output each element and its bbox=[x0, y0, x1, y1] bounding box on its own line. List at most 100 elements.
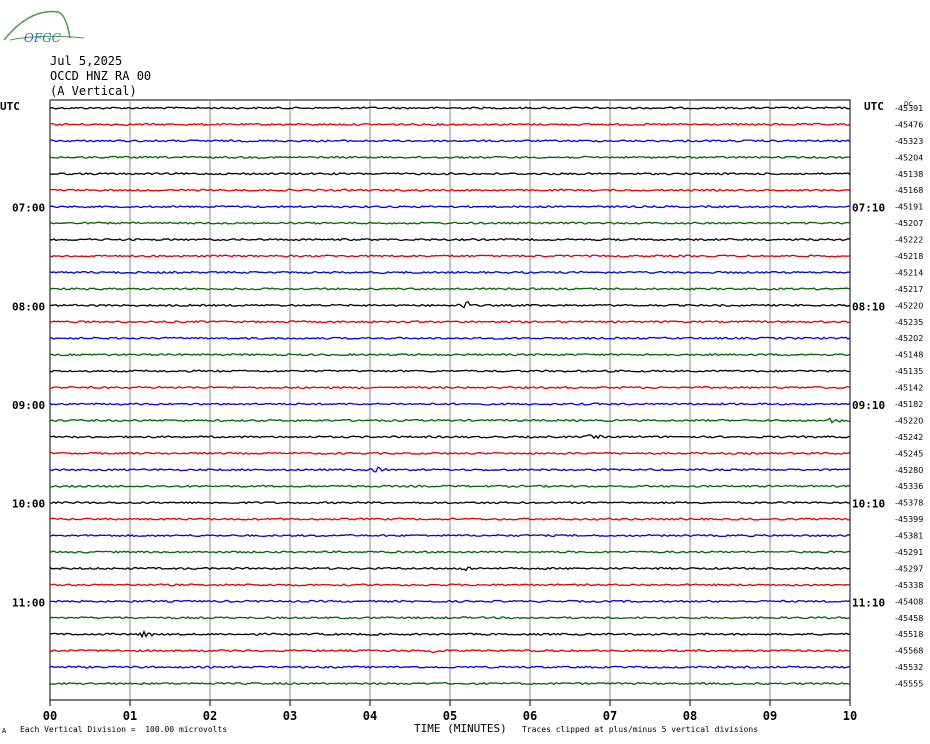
seismic-trace bbox=[49, 139, 851, 143]
trace-dc-offset: -45142 bbox=[895, 384, 923, 393]
seismic-trace bbox=[49, 466, 851, 473]
trace-dc-offset: -45381 bbox=[895, 532, 923, 541]
seismic-trace bbox=[49, 616, 851, 620]
x-tick-label: 03 bbox=[283, 709, 297, 723]
seismic-trace bbox=[49, 270, 851, 275]
trace-dc-offset: -45214 bbox=[895, 268, 923, 277]
x-tick-label: 04 bbox=[363, 709, 377, 723]
trace-dc-offset: -45242 bbox=[895, 433, 923, 442]
trace-dc-offset: -45297 bbox=[895, 564, 923, 573]
trace-time-right: 08:10 bbox=[852, 300, 885, 313]
trace-dc-offset: -45291 bbox=[895, 548, 923, 557]
seismic-trace bbox=[49, 385, 851, 390]
seismic-trace bbox=[49, 172, 851, 176]
seismic-trace bbox=[49, 300, 851, 309]
trace-time-right: 11:10 bbox=[852, 596, 885, 609]
seismic-trace bbox=[49, 336, 851, 340]
trace-dc-offset: -45391 bbox=[895, 104, 923, 113]
trace-dc-offset: -45182 bbox=[895, 400, 923, 409]
trace-dc-offset: -45338 bbox=[895, 581, 923, 590]
trace-dc-offset: -45476 bbox=[895, 120, 923, 129]
trace-dc-offset: -45235 bbox=[895, 318, 923, 327]
seismic-trace bbox=[49, 237, 851, 242]
seismic-trace bbox=[49, 155, 851, 160]
trace-dc-offset: -45458 bbox=[895, 614, 923, 623]
trace-dc-offset: -45202 bbox=[895, 334, 923, 343]
x-tick-label: 01 bbox=[123, 709, 137, 723]
trace-dc-offset: -45217 bbox=[895, 285, 923, 294]
trace-dc-offset: -45222 bbox=[895, 236, 923, 245]
seismic-trace bbox=[49, 629, 851, 639]
trace-time-right: 10:10 bbox=[852, 498, 885, 511]
seismic-trace bbox=[49, 352, 851, 357]
x-tick-label: 05 bbox=[443, 709, 457, 723]
seismic-trace bbox=[49, 599, 851, 604]
trace-dc-offset: -45148 bbox=[895, 351, 923, 360]
seismic-trace bbox=[49, 106, 851, 110]
seismic-trace bbox=[49, 122, 851, 127]
seismic-trace bbox=[49, 188, 851, 192]
seismic-trace bbox=[49, 648, 851, 654]
seismic-trace bbox=[49, 369, 851, 373]
seismic-trace bbox=[49, 287, 851, 291]
x-tick-label: 07 bbox=[603, 709, 617, 723]
trace-dc-offset: -45191 bbox=[895, 203, 923, 212]
trace-dc-offset: -45135 bbox=[895, 367, 923, 376]
seismic-trace bbox=[49, 665, 851, 669]
seismic-trace bbox=[49, 320, 851, 324]
seismic-trace bbox=[49, 451, 851, 455]
seismic-trace bbox=[49, 204, 851, 209]
trace-dc-offset: -45204 bbox=[895, 153, 923, 162]
utc-right-label: UTC bbox=[864, 100, 884, 113]
trace-dc-offset: -45532 bbox=[895, 663, 923, 672]
seismic-trace bbox=[49, 434, 851, 440]
seismic-trace bbox=[49, 533, 851, 538]
trace-time-left: 08:00 bbox=[12, 300, 45, 313]
seismic-trace bbox=[49, 484, 851, 488]
logo-swoosh-icon: OFGC bbox=[3, 10, 85, 45]
seismic-trace bbox=[49, 566, 851, 572]
trace-time-left: 07:00 bbox=[12, 202, 45, 215]
seismic-trace bbox=[49, 501, 851, 505]
dc-header: DC bbox=[904, 101, 913, 108]
station-code: OCCD HNZ RA 00 bbox=[50, 69, 152, 83]
corner-mark: A bbox=[2, 727, 7, 735]
x-tick-label: 06 bbox=[523, 709, 537, 723]
trace-time-right: 09:10 bbox=[852, 399, 885, 412]
trace-dc-offset: -45399 bbox=[895, 515, 923, 524]
trace-dc-offset: -45220 bbox=[895, 416, 923, 425]
trace-dc-offset: -45207 bbox=[895, 219, 923, 228]
component-label: (A Vertical) bbox=[50, 84, 137, 98]
trace-dc-offset: -45280 bbox=[895, 466, 923, 475]
seismic-trace bbox=[49, 550, 851, 554]
trace-dc-offset: -45138 bbox=[895, 170, 923, 179]
x-tick-label: 00 bbox=[43, 709, 57, 723]
trace-dc-offset: -45568 bbox=[895, 647, 923, 656]
trace-dc-offset: -45336 bbox=[895, 482, 923, 491]
x-tick-label: 08 bbox=[683, 709, 697, 723]
trace-dc-offset: -45245 bbox=[895, 449, 923, 458]
trace-dc-offset: -45518 bbox=[895, 630, 923, 639]
seismic-trace bbox=[49, 583, 851, 587]
seismic-trace bbox=[49, 254, 851, 258]
utc-left-label: UTC bbox=[0, 100, 20, 113]
x-tick-label: 02 bbox=[203, 709, 217, 723]
trace-dc-offset: -45220 bbox=[895, 301, 923, 310]
x-tick-label: 10 bbox=[843, 709, 857, 723]
trace-time-left: 09:00 bbox=[12, 399, 45, 412]
x-tick-label: 09 bbox=[763, 709, 777, 723]
seismic-trace bbox=[49, 517, 851, 521]
ofgc-logo: OFGC bbox=[0, 4, 90, 46]
scale-note: Each Vertical Division = 100.00 microvol… bbox=[20, 725, 228, 734]
trace-time-left: 11:00 bbox=[12, 596, 45, 609]
record-date: Jul 5,2025 bbox=[50, 54, 123, 68]
logo-text: OFGC bbox=[24, 31, 61, 45]
seismic-trace bbox=[49, 417, 851, 424]
x-axis-title: TIME (MINUTES) bbox=[414, 722, 507, 735]
seismic-trace bbox=[49, 221, 851, 225]
clip-note: Traces clipped at plus/minus 5 vertical … bbox=[522, 725, 759, 734]
trace-dc-offset: -45378 bbox=[895, 499, 923, 508]
trace-dc-offset: -45323 bbox=[895, 137, 923, 146]
trace-time-left: 10:00 bbox=[12, 498, 45, 511]
